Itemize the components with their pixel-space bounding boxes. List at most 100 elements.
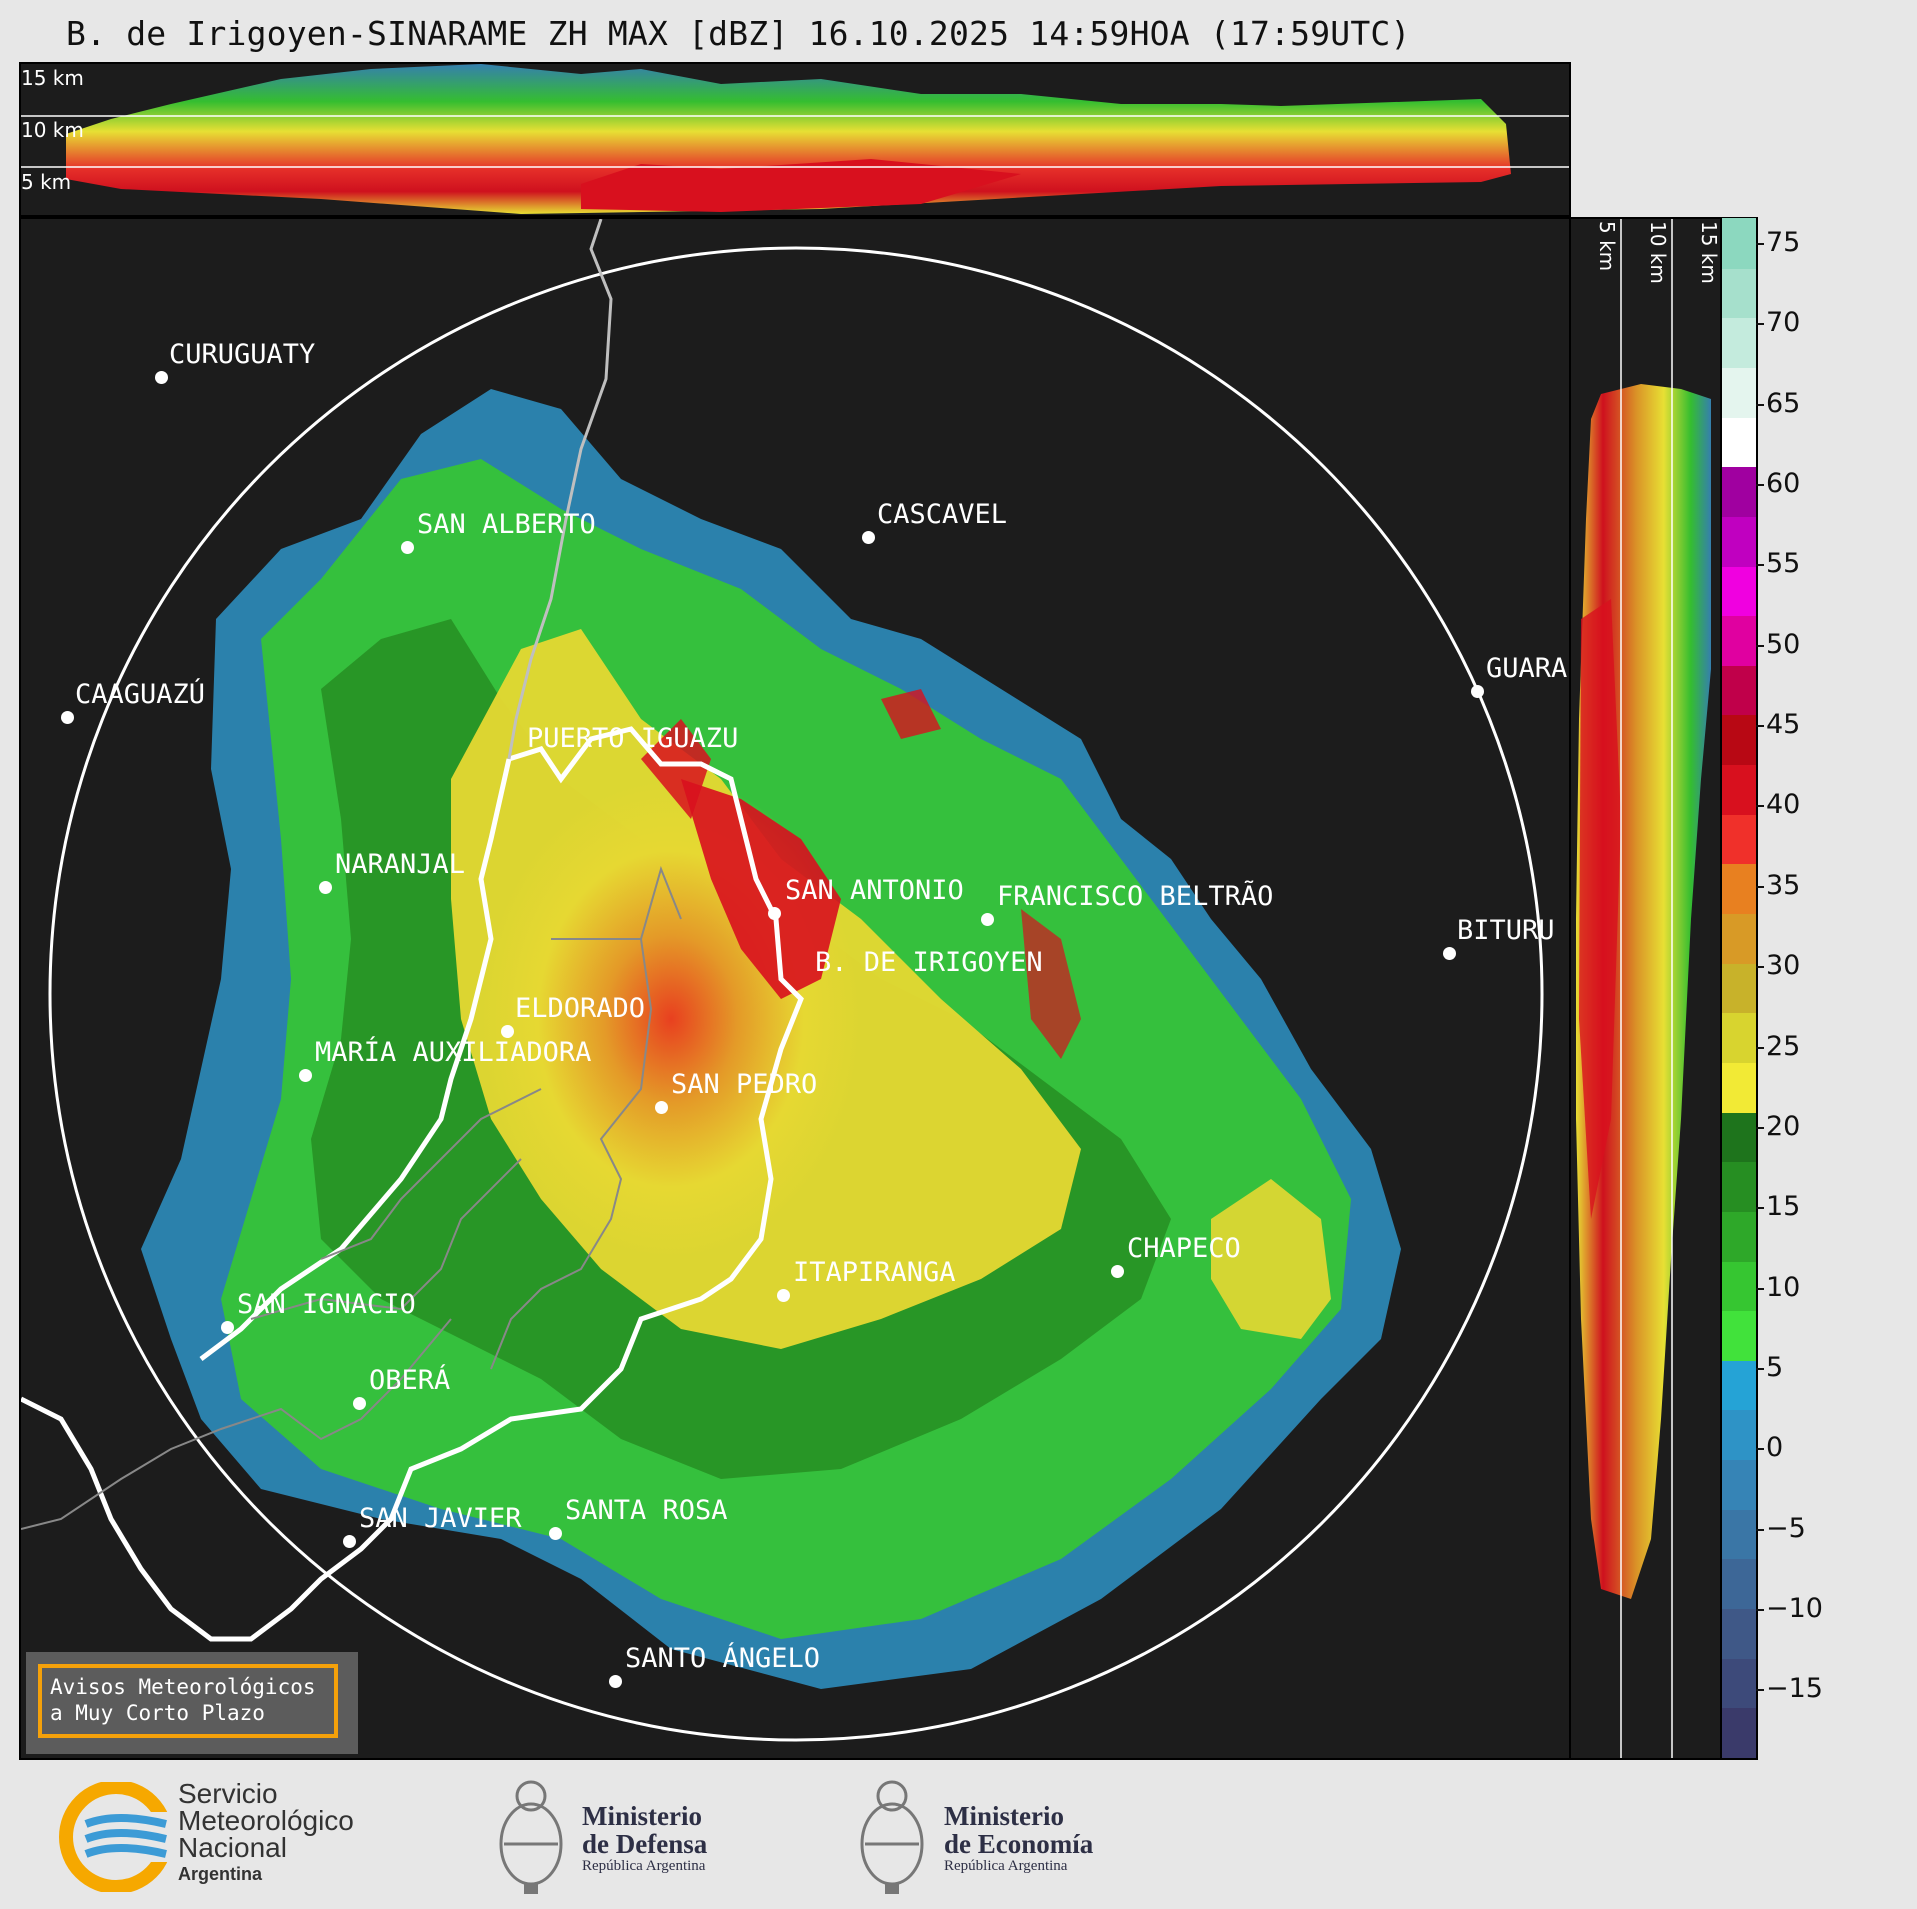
colorbar-tick-mark bbox=[1756, 1207, 1764, 1210]
city-marker bbox=[655, 1101, 668, 1114]
city-marker bbox=[862, 531, 875, 544]
colorbar-tick-label: 5 bbox=[1766, 1351, 1784, 1383]
colorbar-segment bbox=[1722, 962, 1756, 1014]
colorbar-tick-mark bbox=[1756, 1448, 1764, 1451]
colorbar-segment bbox=[1722, 267, 1756, 319]
colorbar-tick-mark bbox=[1756, 644, 1764, 647]
colorbar-segment bbox=[1722, 1359, 1756, 1411]
colorbar-tick-label: −10 bbox=[1766, 1592, 1823, 1624]
city-marker bbox=[353, 1397, 366, 1410]
city-label-santo-angelo: SANTO ÁNGELO bbox=[625, 1643, 821, 1674]
smn-line3: Nacional bbox=[178, 1832, 287, 1863]
side-altitude-label-10km: 10 km bbox=[1646, 221, 1670, 284]
city-label-caaguazu: CAAGUAZÚ bbox=[75, 679, 206, 710]
city-marker bbox=[319, 881, 332, 894]
city-label-santa-rosa: SANTA ROSA bbox=[565, 1495, 728, 1526]
city-label-curuguaty: CURUGUATY bbox=[169, 339, 316, 370]
colorbar-segment bbox=[1722, 764, 1756, 815]
city-marker bbox=[609, 1675, 622, 1688]
colorbar-segment bbox=[1722, 1508, 1756, 1560]
defensa-seal-icon bbox=[499, 1780, 563, 1894]
economia-seal-icon bbox=[860, 1780, 924, 1894]
colorbar-tick-mark bbox=[1756, 484, 1764, 487]
colorbar-segment bbox=[1722, 714, 1756, 766]
colorbar-segment bbox=[1722, 416, 1756, 468]
side-cross-section: 5 km 10 km 15 km bbox=[1569, 217, 1723, 1760]
colorbar-segment bbox=[1722, 1459, 1756, 1510]
colorbar-tick-mark bbox=[1756, 1367, 1764, 1370]
city-label-obera: OBERÁ bbox=[369, 1365, 451, 1396]
radar-map[interactable]: CURUGUATY SAN ALBERTO CASCAVEL CAAGUAZÚ … bbox=[19, 217, 1571, 1760]
avisos-box: Avisos Meteorológicos a Muy Corto Plazo bbox=[26, 1652, 358, 1754]
city-marker bbox=[1111, 1265, 1124, 1278]
colorbar-tick-mark bbox=[1756, 805, 1764, 808]
colorbar-segment bbox=[1722, 863, 1756, 915]
colorbar-segment bbox=[1722, 366, 1756, 418]
city-marker bbox=[1471, 685, 1484, 698]
colorbar-segment bbox=[1722, 515, 1756, 567]
colorbar-tick-label: 65 bbox=[1766, 387, 1801, 419]
colorbar-segment bbox=[1722, 317, 1756, 368]
city-label-bituru: BITURU bbox=[1457, 915, 1555, 946]
colorbar-segment bbox=[1722, 1657, 1756, 1709]
colorbar-segment bbox=[1722, 813, 1756, 865]
colorbar-tick-label: 60 bbox=[1766, 468, 1801, 500]
colorbar-tick-mark bbox=[1756, 725, 1764, 728]
economia-title1: Ministerio bbox=[944, 1801, 1064, 1831]
city-label-san-javier: SAN JAVIER bbox=[359, 1503, 522, 1534]
colorbar-tick-mark bbox=[1756, 1287, 1764, 1290]
smn-line1: Servicio bbox=[178, 1778, 278, 1809]
city-label-guara: GUARA bbox=[1486, 653, 1568, 684]
city-marker bbox=[401, 541, 414, 554]
altitude-label-5km: 5 km bbox=[21, 170, 72, 194]
city-marker bbox=[343, 1535, 356, 1548]
city-marker bbox=[221, 1321, 234, 1334]
colorbar-tick-label: −5 bbox=[1766, 1512, 1806, 1544]
city-label-francisco-beltrao: FRANCISCO BELTRÃO bbox=[997, 881, 1274, 912]
defensa-title2: de Defensa bbox=[582, 1829, 708, 1859]
radar-echo-layer bbox=[21, 219, 1544, 1742]
colorbar-tick-mark bbox=[1756, 243, 1764, 245]
economia-sub: República Argentina bbox=[944, 1858, 1068, 1874]
colorbar-tick-label: −15 bbox=[1766, 1673, 1823, 1705]
side-altitude-label-5km: 5 km bbox=[1595, 221, 1619, 272]
smn-logo-text: Servicio Meteorológico Nacional Argentin… bbox=[178, 1780, 354, 1888]
city-label-eldorado: ELDORADO bbox=[515, 993, 646, 1024]
colorbar-segment bbox=[1722, 1012, 1756, 1063]
city-marker bbox=[501, 1025, 514, 1038]
colorbar-tick-mark bbox=[1756, 564, 1764, 567]
colorbar-segment bbox=[1722, 615, 1756, 666]
avisos-frame: Avisos Meteorológicos a Muy Corto Plazo bbox=[38, 1664, 338, 1738]
colorbar bbox=[1720, 217, 1758, 1760]
altitude-label-15km: 15 km bbox=[21, 66, 84, 90]
avisos-line2: a Muy Corto Plazo bbox=[50, 1701, 265, 1725]
colorbar-segment bbox=[1722, 1558, 1756, 1610]
colorbar-segment bbox=[1722, 1608, 1756, 1659]
economia-logo-text: Ministerio de Economía República Argenti… bbox=[944, 1802, 1093, 1875]
colorbar-tick-mark bbox=[1756, 1608, 1764, 1611]
colorbar-tick-mark bbox=[1756, 1126, 1764, 1129]
avisos-line1: Avisos Meteorológicos bbox=[50, 1675, 316, 1699]
side-altitude-label-15km: 15 km bbox=[1697, 221, 1721, 284]
page-title: B. de Irigoyen-SINARAME ZH MAX [dBZ] 16.… bbox=[66, 14, 1411, 53]
colorbar-tick-label: 55 bbox=[1766, 548, 1801, 580]
colorbar-tick-label: 10 bbox=[1766, 1271, 1801, 1303]
colorbar-tick-mark bbox=[1756, 323, 1764, 326]
colorbar-segment bbox=[1722, 218, 1756, 269]
colorbar-tick-label: 40 bbox=[1766, 789, 1801, 821]
smn-logo-icon bbox=[59, 1782, 176, 1892]
colorbar-tick-label: 15 bbox=[1766, 1191, 1801, 1223]
colorbar-segment bbox=[1722, 664, 1756, 716]
colorbar-tick-mark bbox=[1756, 966, 1764, 969]
colorbar-segment bbox=[1722, 1061, 1756, 1113]
colorbar-segment bbox=[1722, 1260, 1756, 1312]
altitude-label-10km: 10 km bbox=[21, 118, 84, 142]
city-marker bbox=[549, 1527, 562, 1540]
city-label-b-de-irigoyen: B. DE IRIGOYEN bbox=[815, 947, 1043, 978]
colorbar-tick-mark bbox=[1756, 1046, 1764, 1049]
colorbar-segment bbox=[1722, 1111, 1756, 1163]
top-cross-section-echo bbox=[21, 64, 1569, 214]
colorbar-tick-label: 0 bbox=[1766, 1432, 1784, 1464]
colorbar-segment bbox=[1722, 1409, 1756, 1461]
colorbar-tick-mark bbox=[1756, 885, 1764, 888]
